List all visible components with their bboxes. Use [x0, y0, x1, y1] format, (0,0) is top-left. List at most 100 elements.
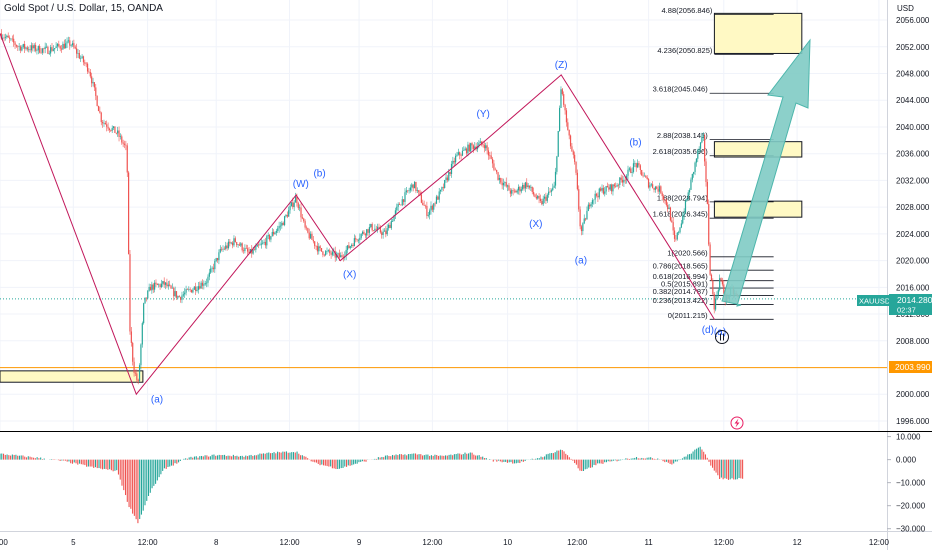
price-tick[interactable]: 2016.000: [896, 283, 930, 292]
projection-arrow[interactable]: [721, 38, 811, 307]
time-tick[interactable]: 10: [503, 538, 512, 547]
candle-body: [550, 190, 552, 192]
candle-body: [77, 53, 79, 54]
time-tick[interactable]: 12:00: [422, 538, 443, 547]
candle-body: [559, 107, 561, 131]
price-tick[interactable]: 2044.000: [896, 96, 930, 105]
candle-body: [615, 186, 617, 187]
candle-body: [419, 191, 421, 195]
candle-body: [364, 233, 366, 236]
candle-body: [348, 245, 350, 249]
up-arrow-icon[interactable]: [721, 38, 811, 307]
price-tick[interactable]: 2040.000: [896, 123, 930, 132]
candle-body: [652, 184, 654, 189]
candle-body: [13, 38, 15, 43]
candle-body: [268, 235, 271, 240]
price-tick[interactable]: 1996.000: [896, 417, 930, 426]
candle-body: [39, 46, 41, 53]
zigzag-line[interactable]: [0, 33, 715, 396]
candle-body: [415, 181, 417, 192]
time-tick[interactable]: 11: [644, 538, 653, 547]
candle-body: [288, 210, 290, 217]
price-tag-bg: [889, 294, 932, 315]
candle-body: [548, 191, 550, 195]
lightning-icon[interactable]: [730, 416, 744, 430]
candle-body: [660, 186, 662, 194]
candle-body: [634, 163, 636, 164]
indicator-tick: −20.000: [896, 502, 926, 511]
candle-body: [647, 179, 650, 188]
candle-body: [59, 46, 61, 49]
time-tick[interactable]: 12:00: [138, 538, 159, 547]
candle-body: [312, 239, 314, 242]
candle-body: [370, 224, 372, 228]
candle-body: [378, 226, 380, 228]
price-tick[interactable]: 2020.000: [896, 257, 930, 266]
candle-body: [137, 379, 139, 382]
candle-body: [511, 190, 513, 194]
candle-body: [267, 235, 269, 237]
candle-body: [17, 46, 19, 48]
price-tick[interactable]: 2008.000: [896, 337, 930, 346]
candle-body: [360, 233, 362, 238]
time-axis-ticks[interactable]: 2:00 5 12:00 8 12:00 9 12:00 10 12:00 11 12:00 12 12…: [0, 538, 889, 547]
candle-body: [479, 141, 481, 144]
candle-body: [199, 286, 201, 289]
target-zone[interactable]: [713, 12, 803, 54]
candle-body: [472, 145, 475, 149]
time-tick[interactable]: 5: [71, 538, 76, 547]
candle-body: [539, 198, 542, 202]
candle-body: [561, 89, 563, 95]
time-tick[interactable]: 8: [214, 538, 219, 547]
target-zone[interactable]: [713, 141, 803, 158]
symbol-tag-bg: [857, 295, 889, 306]
candle-body: [697, 150, 699, 159]
candle-body: [387, 224, 390, 229]
price-tick[interactable]: 2032.000: [896, 176, 930, 185]
candle-body: [70, 45, 72, 46]
time-tick[interactable]: 12:00: [714, 538, 735, 547]
candle-body: [18, 46, 20, 47]
wave-zigzag[interactable]: [0, 33, 715, 396]
candle-body: [93, 82, 96, 88]
fib-label: 1(2020.566): [667, 248, 708, 257]
candle-body: [714, 298, 717, 310]
candle-body: [386, 228, 388, 235]
candle-body: [407, 190, 409, 192]
price-tick[interactable]: 2052.000: [896, 43, 930, 52]
price-tick[interactable]: 2048.000: [896, 70, 930, 79]
candle-body: [568, 129, 570, 136]
time-tick[interactable]: 12:00: [869, 538, 890, 547]
target-zone[interactable]: [0, 370, 144, 383]
price-tick[interactable]: 2028.000: [896, 203, 930, 212]
candle-body: [148, 286, 150, 291]
candle-body: [668, 207, 670, 210]
candle-body: [597, 195, 599, 198]
candle-body: [117, 130, 119, 134]
price-tick[interactable]: 2036.000: [896, 150, 930, 159]
candle-body: [283, 216, 286, 226]
candle-body: [325, 251, 327, 256]
price-tick[interactable]: 2000.000: [896, 390, 930, 399]
candle-body: [260, 243, 262, 245]
candle-body: [504, 182, 506, 184]
candle-body: [694, 162, 696, 172]
price-tick[interactable]: 2024.000: [896, 230, 930, 239]
candle-body: [173, 287, 175, 297]
time-tick[interactable]: 9: [357, 538, 362, 547]
target-zones[interactable]: [0, 12, 803, 383]
time-tick[interactable]: 12: [793, 538, 802, 547]
candle-body: [65, 43, 67, 49]
fibonacci-levels[interactable]: 4.88(2056.846) 4.236(2050.825) 3.618(2045.…: [653, 6, 774, 320]
time-tick[interactable]: 12:00: [567, 538, 588, 547]
candle-body: [244, 247, 246, 252]
time-tick[interactable]: 12:00: [280, 538, 301, 547]
candle-body: [44, 46, 46, 49]
candle-body: [352, 244, 354, 247]
price-tick[interactable]: 2056.000: [896, 16, 930, 25]
candle-body: [680, 223, 682, 228]
time-tick[interactable]: 2:00: [0, 538, 8, 547]
candle-body: [619, 177, 621, 185]
candle-body: [678, 232, 680, 233]
